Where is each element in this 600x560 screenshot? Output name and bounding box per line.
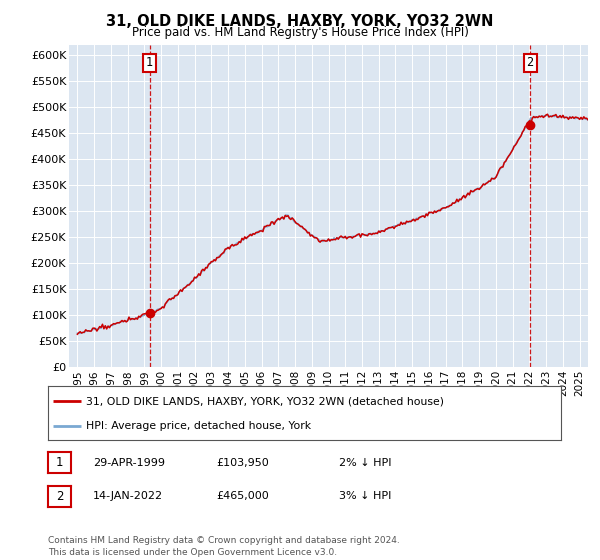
Text: 1: 1 xyxy=(146,57,153,69)
Text: £103,950: £103,950 xyxy=(216,458,269,468)
Text: 2: 2 xyxy=(527,57,533,69)
Text: HPI: Average price, detached house, York: HPI: Average price, detached house, York xyxy=(86,421,311,431)
Text: 14-JAN-2022: 14-JAN-2022 xyxy=(93,491,163,501)
Text: 2: 2 xyxy=(56,489,63,503)
Text: 2% ↓ HPI: 2% ↓ HPI xyxy=(339,458,391,468)
Text: Contains HM Land Registry data © Crown copyright and database right 2024.
This d: Contains HM Land Registry data © Crown c… xyxy=(48,536,400,557)
Text: £465,000: £465,000 xyxy=(216,491,269,501)
Text: Price paid vs. HM Land Registry's House Price Index (HPI): Price paid vs. HM Land Registry's House … xyxy=(131,26,469,39)
Text: 29-APR-1999: 29-APR-1999 xyxy=(93,458,165,468)
Text: 3% ↓ HPI: 3% ↓ HPI xyxy=(339,491,391,501)
Text: 31, OLD DIKE LANDS, HAXBY, YORK, YO32 2WN: 31, OLD DIKE LANDS, HAXBY, YORK, YO32 2W… xyxy=(106,14,494,29)
Text: 1: 1 xyxy=(56,456,63,469)
Text: 31, OLD DIKE LANDS, HAXBY, YORK, YO32 2WN (detached house): 31, OLD DIKE LANDS, HAXBY, YORK, YO32 2W… xyxy=(86,396,445,407)
